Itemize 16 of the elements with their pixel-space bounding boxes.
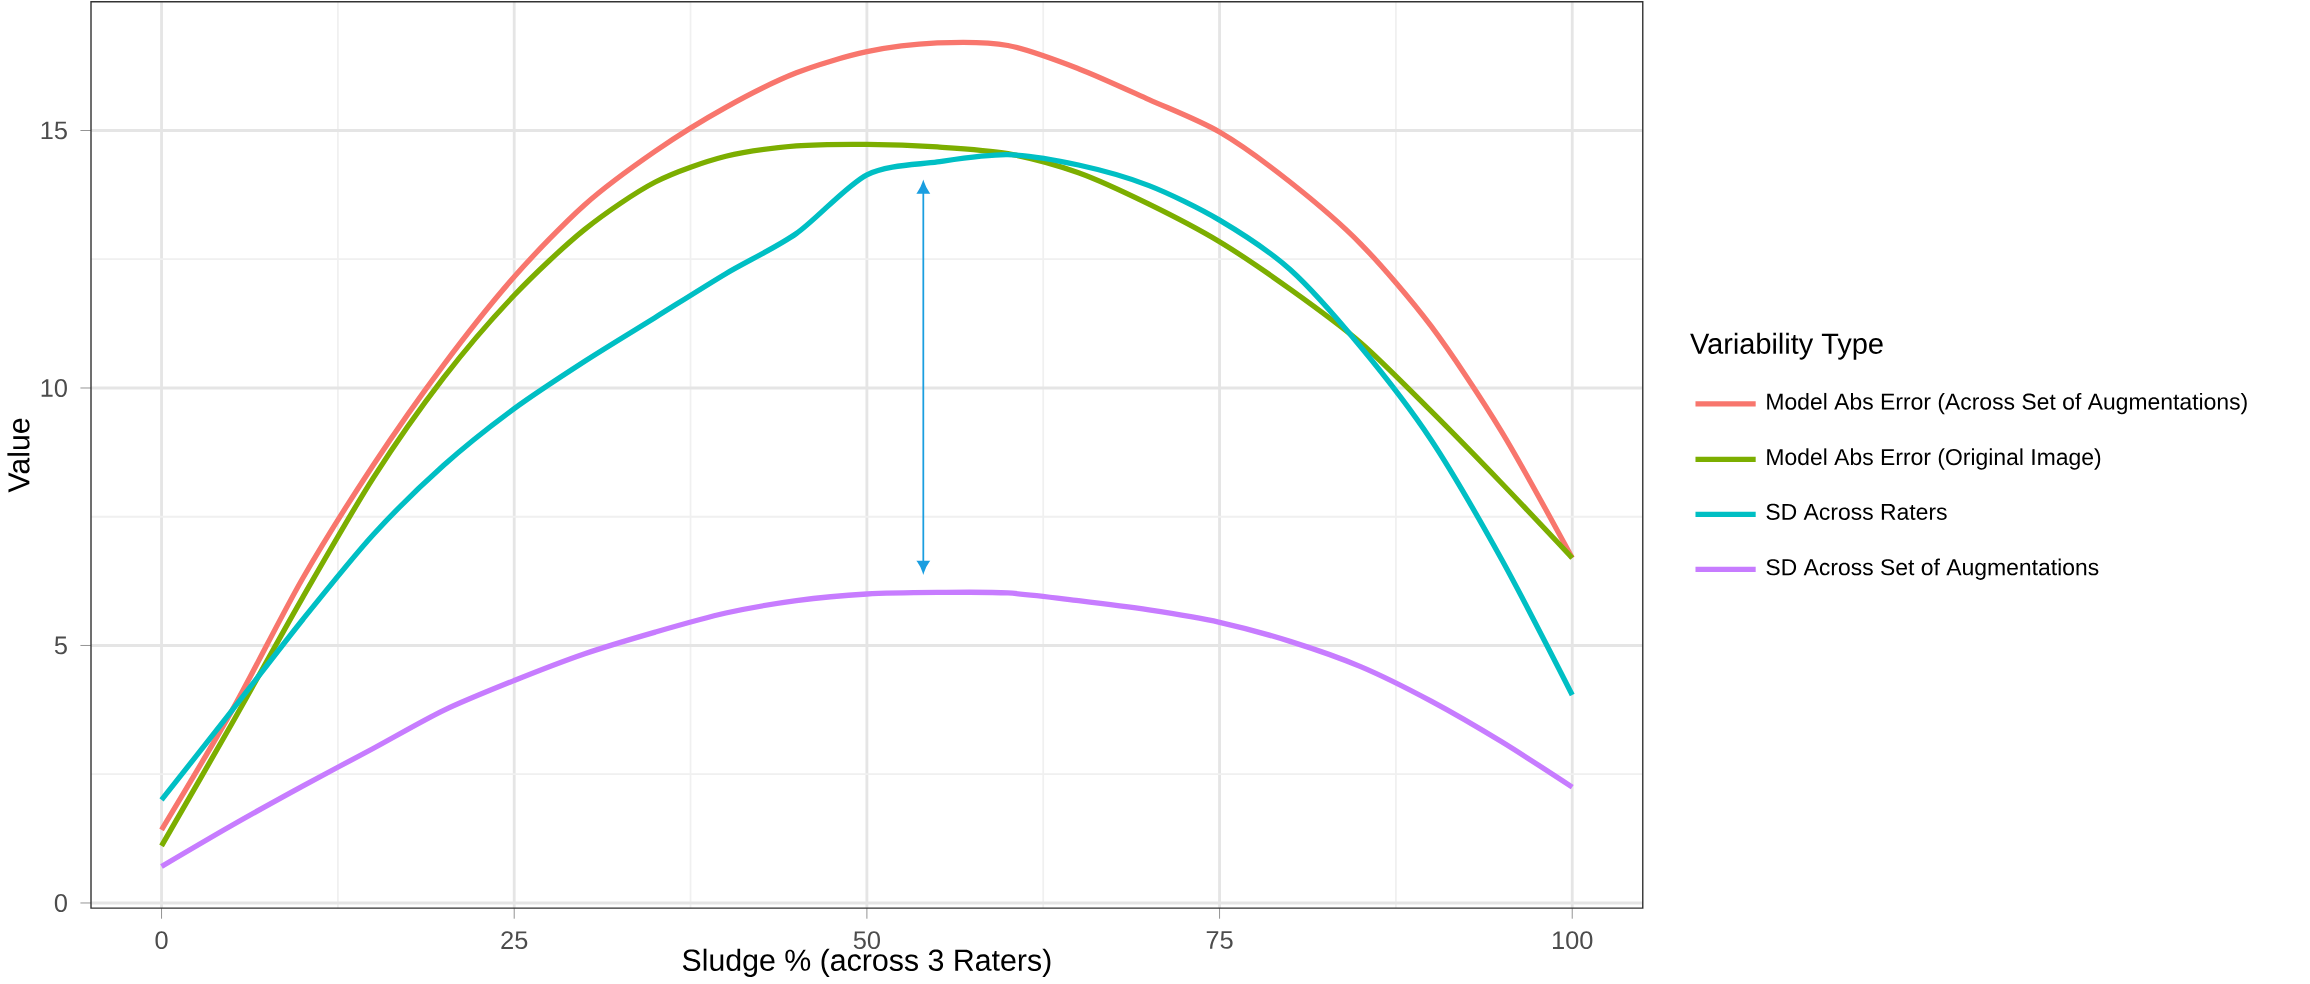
x-tick-label: 50 (853, 931, 880, 950)
y-tick-label: 10 (41, 379, 67, 397)
x-axis-title: Sludge % (across 3 Raters) (682, 948, 1051, 977)
x-tick-label: 75 (1206, 931, 1233, 949)
y-axis-title: Value (7, 418, 30, 493)
x-tick-label: 0 (155, 931, 168, 950)
y-tick-label: 0 (54, 894, 67, 912)
y-tick-label: 15 (41, 121, 67, 140)
legend-label: SD Across Raters (1766, 503, 1947, 520)
legend-label: Model Abs Error (Across Set of Augmentations) (1767, 392, 2247, 415)
legend-label: SD Across Set of Augmentations (1766, 558, 2099, 580)
x-tick-label: 100 (1552, 931, 1593, 950)
legend-title: Variability Type (1690, 332, 1883, 360)
x-tick-label: 25 (501, 931, 528, 950)
legend-label: Model Abs Error (Original Image) (1767, 448, 2101, 470)
y-tick-label: 5 (54, 636, 67, 655)
